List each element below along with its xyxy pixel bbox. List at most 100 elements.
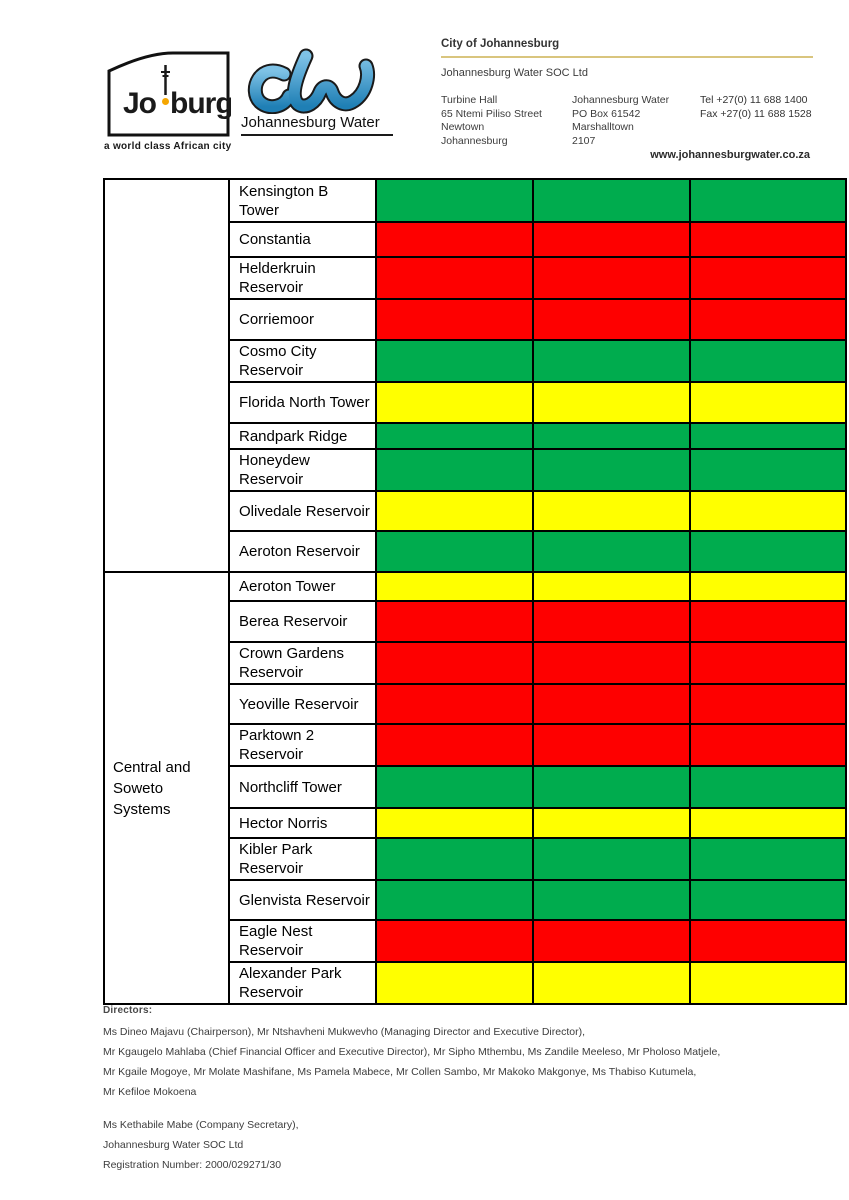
directors-label: Directors: [103,1005,153,1016]
reservoir-name-cell: Randpark Ridge [228,422,377,450]
status-cell-red [689,723,847,767]
status-cell-red [532,641,691,685]
status-cell-green [532,837,691,881]
status-cell-red [532,256,691,300]
reservoir-name-cell: Northcliff Tower [228,765,377,809]
address-line: Johannesburg [441,134,508,147]
status-cell-red [532,723,691,767]
status-cell-red [375,298,534,341]
system-label-cell [103,178,230,573]
postal-address: Johannesburg Water PO Box 61542 Marshall… [572,94,700,148]
address-line: 65 Ntemi Piliso Street [441,107,542,120]
reservoir-name-cell: Crown Gardens Reservoir [228,641,377,685]
status-cell-red [375,600,534,643]
status-cell-green [532,339,691,383]
status-cell-yellow [532,490,691,532]
website-url: www.johannesburgwater.co.za [650,149,810,161]
status-cell-yellow [375,381,534,424]
status-cell-red [375,683,534,725]
city-of-johannesburg-title: City of Johannesburg [441,38,560,50]
status-cell-green [532,422,691,450]
address-line: Turbine Hall [441,94,498,106]
table-row: Randpark Ridge [104,422,847,450]
svg-text:Jo: Jo [123,87,157,120]
reservoir-name-cell: Corriemoor [228,298,377,341]
status-cell-red [689,919,847,963]
footer: Directors: Ms Dineo Majavu (Chairperson)… [103,1005,763,1175]
table-row: Kensington B Tower [103,178,847,573]
status-table-body: Kensington B Tower Constantia Helderkruin … [103,178,847,1005]
status-cell-yellow [532,571,691,602]
joburg-logo-icon: Jo burg [107,51,234,137]
address-line: PO Box 61542 [572,107,641,120]
status-cell-green [532,448,691,492]
status-cell-red [689,256,847,300]
table-row: Eagle Nest Reservoir [104,919,847,963]
status-cell-green [375,530,534,573]
status-cell-red [532,600,691,643]
reservoir-name-cell: Florida North Tower [228,381,377,424]
reservoir-name-cell: Aeroton Tower [228,571,377,602]
hillbrow-tower-icon [161,65,170,95]
footer-spacer [103,1102,763,1115]
system-label-cell: Central and Soweto Systems [103,571,230,1005]
status-cell-green [689,530,847,573]
status-cell-red [689,298,847,341]
status-cell-yellow [689,571,847,602]
address-line: 2107 [572,134,596,147]
secretary-line: Registration Number: 2000/029271/30 [103,1159,282,1171]
reservoir-name-cell: Aeroton Reservoir [228,530,377,573]
table-row: Florida North Tower [104,381,847,424]
reservoir-name-cell: Kensington B Tower [228,178,377,223]
reservoir-name-cell: Honeydew Reservoir [228,448,377,492]
status-cell-green [375,448,534,492]
status-cell-green [532,879,691,921]
status-cell-yellow [375,571,534,602]
address-line: Johannesburg Water [572,94,670,106]
status-cell-yellow [689,381,847,424]
status-cell-yellow [532,807,691,839]
orange-dot-icon [162,98,169,105]
status-cell-yellow [532,381,691,424]
status-cell-yellow [375,961,534,1005]
status-cell-red [532,221,691,258]
address-columns: Turbine Hall 65 Ntemi Piliso Street Newt… [441,94,823,148]
status-cell-green [375,837,534,881]
status-cell-red [689,683,847,725]
johannesburg-water-wordmark: Johannesburg Water [241,114,393,136]
status-cell-green [375,178,534,223]
status-cell-green [375,422,534,450]
status-cell-green [532,178,691,223]
joburg-tagline: a world class African city [104,141,232,152]
status-cell-red [532,298,691,341]
directors-line: Mr Kefiloe Mokoena [103,1086,197,1098]
table-row: Glenvista Reservoir [104,879,847,921]
status-cell-green [689,837,847,881]
reservoir-name-cell: Constantia [228,221,377,258]
reservoir-name-cell: Parktown 2 Reservoir [228,723,377,767]
reservoir-name-cell: Yeoville Reservoir [228,683,377,725]
status-cell-green [375,879,534,921]
reservoir-name-cell: Berea Reservoir [228,600,377,643]
status-cell-red [375,641,534,685]
reservoir-name-cell: Hector Norris [228,807,377,839]
directors-line: Ms Dineo Majavu (Chairperson), Mr Ntshav… [103,1026,586,1038]
street-address: Turbine Hall 65 Ntemi Piliso Street Newt… [441,94,572,148]
gold-divider-line [441,56,813,58]
table-row: Aeroton Reservoir [104,530,847,573]
status-cell-red [689,600,847,643]
table-row: Crown Gardens Reservoir [104,641,847,685]
table-row: Cosmo City Reservoir [104,339,847,383]
status-cell-red [375,723,534,767]
reservoir-name-cell: Helderkruin Reservoir [228,256,377,300]
table-row: Berea Reservoir [104,600,847,643]
status-cell-yellow [689,490,847,532]
status-cell-red [689,221,847,258]
directors-line: Mr Kgaile Mogoye, Mr Molate Mashifane, M… [103,1066,697,1078]
status-cell-red [375,256,534,300]
table-row: Central and Soweto Systems Aeroton Tower [103,571,847,1005]
status-cell-yellow [689,807,847,839]
table-row: Northcliff Tower [104,765,847,809]
water-waves-icon [247,48,375,115]
